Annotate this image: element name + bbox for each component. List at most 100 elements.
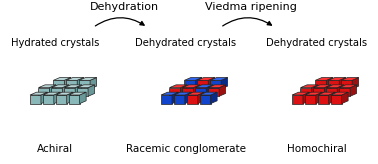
Polygon shape xyxy=(328,80,339,89)
Polygon shape xyxy=(301,88,311,96)
Polygon shape xyxy=(198,92,204,104)
Polygon shape xyxy=(195,85,213,88)
Polygon shape xyxy=(292,92,310,95)
Polygon shape xyxy=(326,77,333,89)
Polygon shape xyxy=(305,95,316,104)
Polygon shape xyxy=(185,92,191,104)
Polygon shape xyxy=(75,85,82,96)
Polygon shape xyxy=(88,85,94,96)
Text: Achiral: Achiral xyxy=(37,144,73,154)
Polygon shape xyxy=(79,77,97,80)
Polygon shape xyxy=(182,85,200,88)
Text: Homochiral: Homochiral xyxy=(287,144,347,154)
Polygon shape xyxy=(187,92,204,95)
Polygon shape xyxy=(64,77,71,89)
Polygon shape xyxy=(79,80,90,89)
Polygon shape xyxy=(62,85,69,96)
Polygon shape xyxy=(66,77,84,80)
Polygon shape xyxy=(206,85,213,96)
Polygon shape xyxy=(219,85,226,96)
Polygon shape xyxy=(182,88,193,96)
Polygon shape xyxy=(200,95,211,104)
Polygon shape xyxy=(174,92,191,95)
Polygon shape xyxy=(315,77,333,80)
Polygon shape xyxy=(174,95,185,104)
Polygon shape xyxy=(305,92,322,95)
Polygon shape xyxy=(77,88,88,96)
Polygon shape xyxy=(90,77,97,89)
Polygon shape xyxy=(161,92,178,95)
Polygon shape xyxy=(53,77,71,80)
Polygon shape xyxy=(77,85,94,88)
Polygon shape xyxy=(169,85,187,88)
Polygon shape xyxy=(326,85,344,88)
Polygon shape xyxy=(43,92,60,95)
Polygon shape xyxy=(313,85,331,88)
Polygon shape xyxy=(210,77,228,80)
Polygon shape xyxy=(328,77,346,80)
Polygon shape xyxy=(200,92,217,95)
Text: Racemic conglomerate: Racemic conglomerate xyxy=(126,144,246,154)
Polygon shape xyxy=(329,92,335,104)
Polygon shape xyxy=(292,95,303,104)
Polygon shape xyxy=(341,80,352,89)
Polygon shape xyxy=(30,92,48,95)
Polygon shape xyxy=(66,80,77,89)
Polygon shape xyxy=(56,95,67,104)
Polygon shape xyxy=(56,92,73,95)
Polygon shape xyxy=(197,77,215,80)
Polygon shape xyxy=(341,77,359,80)
Polygon shape xyxy=(211,92,217,104)
Polygon shape xyxy=(337,85,344,96)
Polygon shape xyxy=(324,85,331,96)
Polygon shape xyxy=(208,77,215,89)
Polygon shape xyxy=(64,85,82,88)
Polygon shape xyxy=(80,92,86,104)
Polygon shape xyxy=(161,95,172,104)
Polygon shape xyxy=(350,85,356,96)
Polygon shape xyxy=(210,80,221,89)
Polygon shape xyxy=(51,88,62,96)
Polygon shape xyxy=(51,85,69,88)
Polygon shape xyxy=(39,88,50,96)
Polygon shape xyxy=(352,77,359,89)
Polygon shape xyxy=(326,88,337,96)
Polygon shape xyxy=(77,77,84,89)
Polygon shape xyxy=(331,92,348,95)
Polygon shape xyxy=(64,88,75,96)
Polygon shape xyxy=(208,85,226,88)
Polygon shape xyxy=(342,92,348,104)
Polygon shape xyxy=(67,92,73,104)
Polygon shape xyxy=(339,77,346,89)
Polygon shape xyxy=(193,85,200,96)
Polygon shape xyxy=(339,88,350,96)
Polygon shape xyxy=(195,88,206,96)
Polygon shape xyxy=(313,88,324,96)
Polygon shape xyxy=(180,85,187,96)
Polygon shape xyxy=(50,85,56,96)
Polygon shape xyxy=(339,85,356,88)
Polygon shape xyxy=(311,85,318,96)
Text: Dehydration: Dehydration xyxy=(89,2,158,12)
Polygon shape xyxy=(41,92,48,104)
Polygon shape xyxy=(30,95,41,104)
Polygon shape xyxy=(39,85,56,88)
Polygon shape xyxy=(331,95,342,104)
Polygon shape xyxy=(197,80,208,89)
Polygon shape xyxy=(301,85,318,88)
Polygon shape xyxy=(172,92,178,104)
Text: Viedma ripening: Viedma ripening xyxy=(205,2,297,12)
FancyArrowPatch shape xyxy=(223,18,271,26)
Polygon shape xyxy=(318,95,329,104)
Polygon shape xyxy=(69,92,86,95)
Polygon shape xyxy=(208,88,219,96)
Text: Dehydrated crystals: Dehydrated crystals xyxy=(266,38,367,48)
Polygon shape xyxy=(318,92,335,95)
Polygon shape xyxy=(43,95,54,104)
Polygon shape xyxy=(184,80,195,89)
Polygon shape xyxy=(315,80,326,89)
Text: Dehydrated crystals: Dehydrated crystals xyxy=(135,38,236,48)
Polygon shape xyxy=(184,77,202,80)
Polygon shape xyxy=(187,95,198,104)
Polygon shape xyxy=(316,92,322,104)
